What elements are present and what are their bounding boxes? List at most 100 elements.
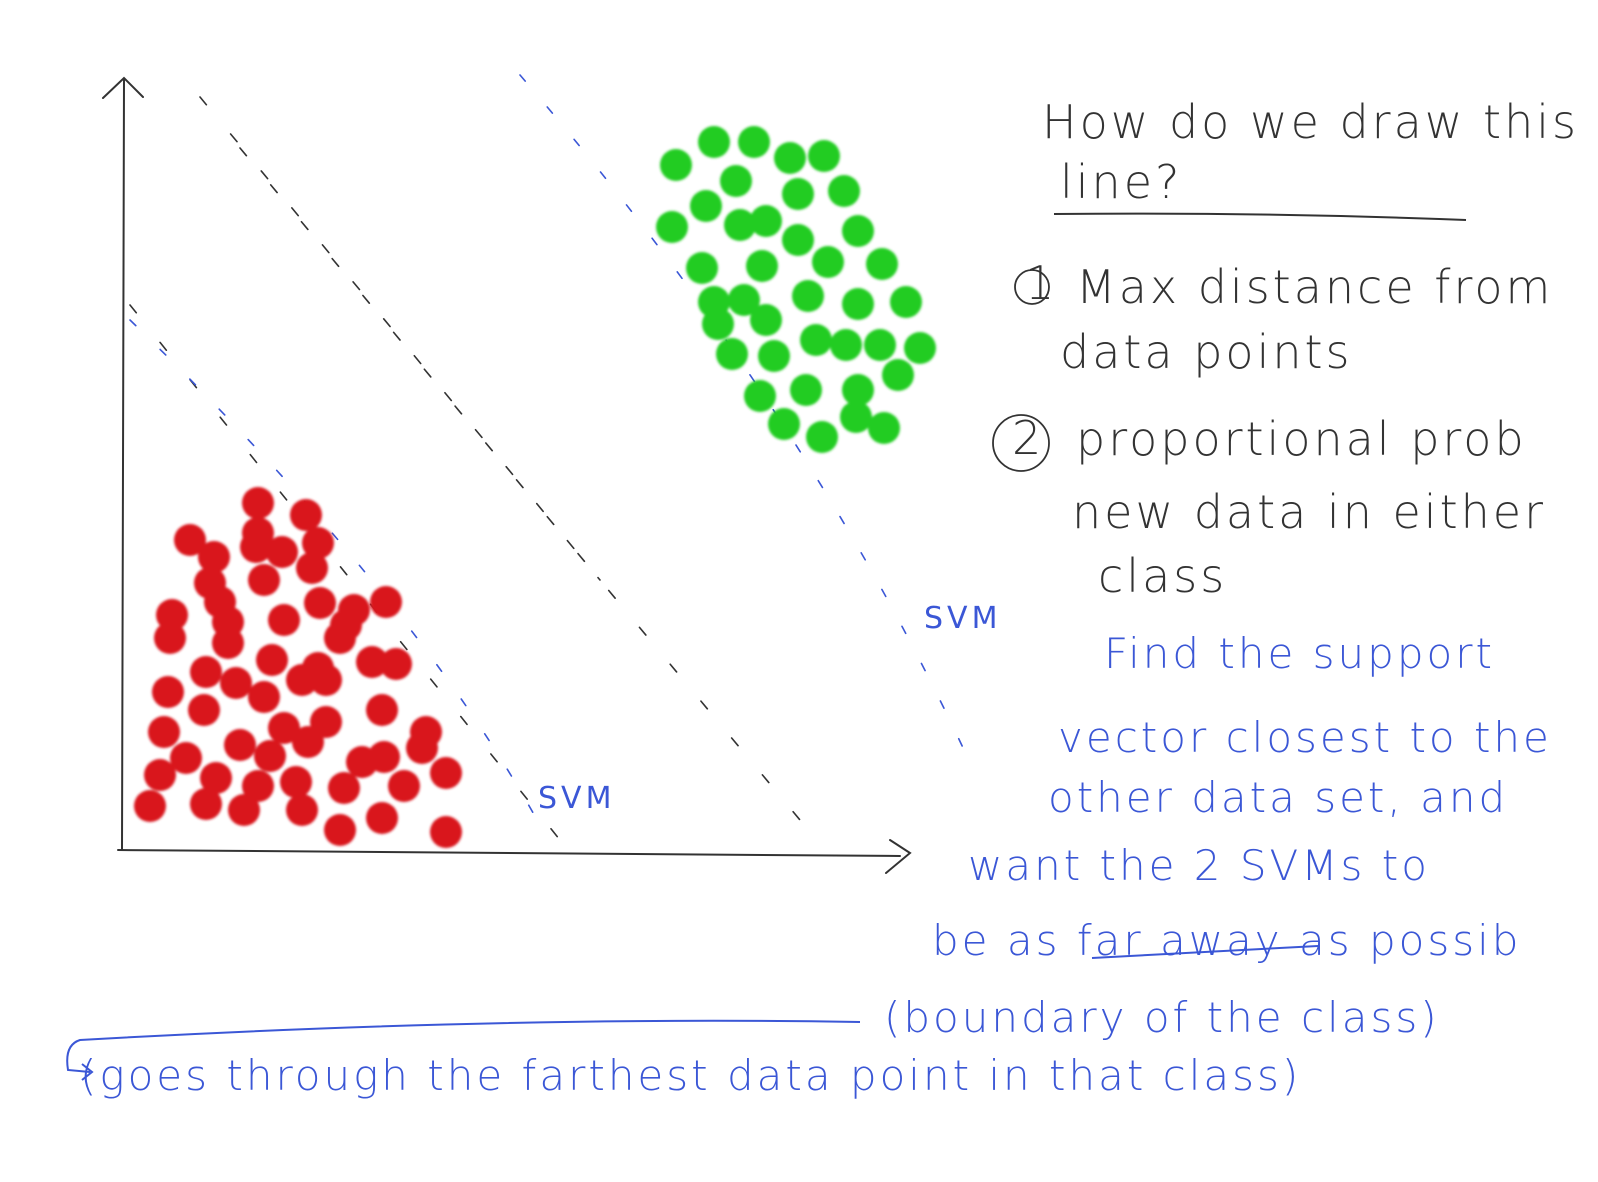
green-class-point-35 (842, 374, 874, 406)
green-class-point-9 (690, 190, 722, 222)
red-class-point-29 (286, 664, 318, 696)
point-1-circle (1014, 269, 1050, 305)
note-line-4: want the 2 SVMs to (968, 841, 1430, 890)
green-class-point-8 (828, 175, 860, 207)
red-class-point-30 (310, 664, 342, 696)
green-class-point-3 (774, 142, 806, 174)
green-class-point-27 (830, 329, 862, 361)
green-class-point-30 (716, 338, 748, 370)
red-class-point-28 (220, 667, 252, 699)
red-class-point-5 (302, 527, 334, 559)
note-line-6: (boundary of the class) (884, 993, 1440, 1042)
red-class-point-45 (406, 732, 438, 764)
red-class-point-53 (134, 790, 166, 822)
note-line-7: (goes through the farthest data point in… (80, 1051, 1301, 1100)
green-class-point-21 (792, 280, 824, 312)
red-class-point-22 (324, 622, 356, 654)
note-line-5: be as far away as possib (932, 916, 1521, 965)
svm-label-right: SVM (924, 601, 1001, 636)
red-class-point-21 (212, 627, 244, 659)
candidate-boundary-lines (129, 96, 801, 841)
green-class-point-22 (842, 288, 874, 320)
red-class-point-48 (280, 766, 312, 798)
green-class-point-1 (698, 126, 730, 158)
red-class-point-31 (152, 676, 184, 708)
green-class-point-6 (720, 165, 752, 197)
red-class-point-11 (248, 564, 280, 596)
x-axis (117, 849, 901, 857)
green-class-point-33 (744, 380, 776, 412)
red-class-point-50 (388, 770, 420, 802)
heading-underline (1053, 212, 1467, 221)
green-class-point-37 (806, 421, 838, 453)
green-class-point-10 (724, 209, 756, 241)
red-class-point-18 (268, 604, 300, 636)
red-class-cluster (134, 487, 462, 848)
red-class-point-38 (224, 729, 256, 761)
red-class-point-37 (268, 712, 300, 744)
green-class-point-11 (750, 205, 782, 237)
red-class-point-34 (366, 694, 398, 726)
heading-line-2: line? (1060, 155, 1182, 209)
y-axis (121, 79, 125, 851)
green-class-cluster (656, 126, 936, 453)
green-class-point-26 (800, 324, 832, 356)
green-class-point-28 (864, 329, 896, 361)
red-class-point-6 (198, 541, 230, 573)
note-line-3: other data set, and (1048, 773, 1508, 822)
red-class-point-20 (154, 622, 186, 654)
green-class-point-23 (890, 286, 922, 318)
green-class-point-20 (728, 284, 760, 316)
point-2-circle (992, 414, 1050, 472)
x-axis-arrowhead (885, 839, 912, 874)
red-class-point-36 (148, 716, 180, 748)
dashed-line-1 (199, 96, 601, 581)
point-1-line-1: Max distance from (1076, 260, 1553, 314)
bracket-arrow (66, 1019, 861, 1081)
note-line-1: Find the support (1104, 629, 1495, 678)
green-class-point-5 (660, 149, 692, 181)
green-class-point-29 (904, 332, 936, 364)
red-class-point-44 (368, 741, 400, 773)
red-class-point-55 (228, 794, 260, 826)
green-class-point-2 (738, 126, 770, 158)
red-class-point-13 (156, 599, 188, 631)
red-class-point-7 (240, 531, 272, 563)
red-class-point-58 (324, 814, 356, 846)
red-class-point-14 (304, 587, 336, 619)
green-class-point-14 (842, 215, 874, 247)
green-class-point-34 (790, 374, 822, 406)
red-class-point-16 (370, 586, 402, 618)
green-class-point-24 (750, 304, 782, 336)
green-class-point-4 (808, 140, 840, 172)
red-class-point-26 (356, 646, 388, 678)
green-class-point-32 (882, 359, 914, 391)
red-class-point-41 (170, 742, 202, 774)
svm-label-left: SVM (538, 781, 615, 816)
red-class-point-33 (188, 694, 220, 726)
green-class-point-15 (746, 250, 778, 282)
red-class-point-8 (266, 536, 298, 568)
point-2-line-2: new data in either (1072, 485, 1546, 539)
far-away-underline (1091, 945, 1319, 959)
point-1-marker: 1 (1025, 256, 1057, 310)
green-class-point-25 (702, 308, 734, 340)
svm-lines (129, 74, 966, 841)
red-class-point-9 (296, 552, 328, 584)
red-class-point-27 (380, 648, 412, 680)
red-class-point-54 (190, 788, 222, 820)
green-class-point-36 (768, 408, 800, 440)
dashed-line-3 (129, 304, 561, 841)
red-class-point-56 (286, 794, 318, 826)
note-line-2: vector closest to the (1058, 713, 1552, 762)
green-class-point-18 (866, 248, 898, 280)
red-class-point-2 (290, 499, 322, 531)
red-class-point-3 (174, 524, 206, 556)
point-2-marker: 2 (1012, 411, 1044, 465)
red-class-point-47 (200, 762, 232, 794)
point-2-line-1: proportional prob (1076, 412, 1527, 466)
green-class-point-38 (840, 401, 872, 433)
red-class-point-23 (190, 656, 222, 688)
red-class-point-42 (254, 740, 286, 772)
